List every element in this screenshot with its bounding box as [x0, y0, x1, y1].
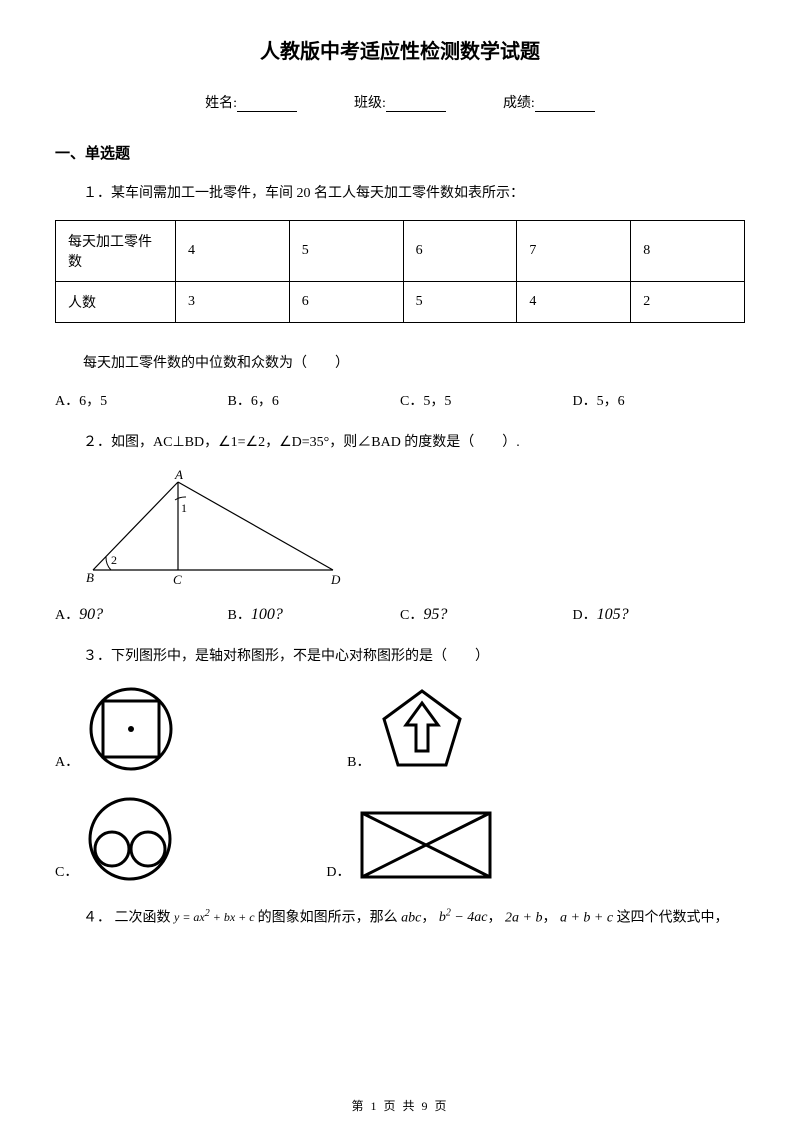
student-info-line: 姓名: 班级: 成绩: [55, 92, 745, 112]
question-3: ３．下列图形中，是轴对称图形，不是中心对称图形的是（ ） [55, 644, 745, 669]
svg-text:B: B [86, 570, 94, 585]
table-cell: 3 [176, 282, 290, 323]
q4-f2: b2 − 4ac [439, 910, 488, 925]
shape-d-icon [356, 805, 496, 885]
svg-text:1: 1 [181, 501, 187, 515]
q3-row2: C． D． [55, 793, 745, 885]
table-cell: 每天加工零件数 [56, 221, 176, 282]
q2-diagram: A B C D 1 2 [83, 470, 745, 590]
q4-pre: ４． 二次函数 [83, 910, 171, 925]
q4-post: 这四个代数式中， [617, 910, 729, 925]
option-a[interactable]: A． [55, 683, 177, 775]
option-b[interactable]: B． [347, 683, 468, 775]
q2-options: A．90? B．100? C．95? D．105? [55, 604, 745, 624]
svg-text:A: A [174, 470, 183, 482]
table-cell: 5 [289, 221, 403, 282]
q4-f1: abc [401, 910, 421, 925]
q4-mid: 的图象如图所示，那么 [258, 910, 398, 925]
page-footer: 第 1 页 共 9 页 [0, 1097, 800, 1114]
score-label: 成绩: [503, 96, 535, 111]
q1-text: １．某车间需加工一批零件，车间 20 名工人每天加工零件数如表所示： [83, 181, 745, 206]
option-c[interactable]: C．5，5 [400, 390, 573, 410]
table-cell: 6 [403, 221, 517, 282]
question-4: ４． 二次函数 y = ax2 + bx + c 的图象如图所示，那么 abc，… [55, 903, 745, 934]
q3-text: ３．下列图形中，是轴对称图形，不是中心对称图形的是（ ） [83, 644, 745, 669]
table-cell: 6 [289, 282, 403, 323]
table-cell: 2 [631, 282, 745, 323]
svg-text:D: D [330, 572, 341, 585]
table-cell: 4 [517, 282, 631, 323]
option-c[interactable]: C．95? [400, 604, 573, 624]
shape-a-icon [85, 683, 177, 775]
page-title: 人教版中考适应性检测数学试题 [55, 35, 745, 64]
option-d[interactable]: D．105? [573, 604, 746, 624]
table-cell: 人数 [56, 282, 176, 323]
section-heading: 一、单选题 [55, 142, 745, 163]
question-1: １．某车间需加工一批零件，车间 20 名工人每天加工零件数如表所示： [55, 181, 745, 206]
shape-b-icon [376, 683, 468, 775]
q1-options: A．6，5 B．6，6 C．5，5 D．5，6 [55, 390, 745, 410]
option-d[interactable]: D． [326, 805, 496, 885]
table-cell: 5 [403, 282, 517, 323]
table-row: 每天加工零件数 4 5 6 7 8 [56, 221, 745, 282]
q1-ask: 每天加工零件数的中位数和众数为（ ） [55, 351, 745, 376]
q2-text: ２．如图，AC⊥BD，∠1=∠2，∠D=35°，则∠BAD 的度数是（ ）. [83, 430, 745, 455]
svg-text:2: 2 [111, 553, 117, 567]
class-label: 班级: [354, 96, 386, 111]
option-b[interactable]: B．100? [228, 604, 401, 624]
q4-f4: a + b + c [560, 910, 613, 925]
name-label: 姓名: [205, 96, 237, 111]
question-2: ２．如图，AC⊥BD，∠1=∠2，∠D=35°，则∠BAD 的度数是（ ）. [55, 430, 745, 455]
q1-table: 每天加工零件数 4 5 6 7 8 人数 3 6 5 4 2 [55, 220, 745, 323]
table-cell: 8 [631, 221, 745, 282]
table-cell: 4 [176, 221, 290, 282]
name-blank[interactable] [237, 98, 297, 112]
q4-eq: y = ax2 + bx + c [174, 910, 258, 924]
option-a[interactable]: A．6，5 [55, 390, 228, 410]
table-row: 人数 3 6 5 4 2 [56, 282, 745, 323]
q4-f3: 2a + b [505, 910, 542, 925]
q3-row1: A． B． [55, 683, 745, 775]
option-b[interactable]: B．6，6 [228, 390, 401, 410]
option-a[interactable]: A．90? [55, 604, 228, 624]
option-c[interactable]: C． [55, 793, 176, 885]
table-cell: 7 [517, 221, 631, 282]
svg-text:C: C [173, 572, 182, 585]
option-d[interactable]: D．5，6 [573, 390, 746, 410]
score-blank[interactable] [535, 98, 595, 112]
class-blank[interactable] [386, 98, 446, 112]
shape-c-icon [84, 793, 176, 885]
